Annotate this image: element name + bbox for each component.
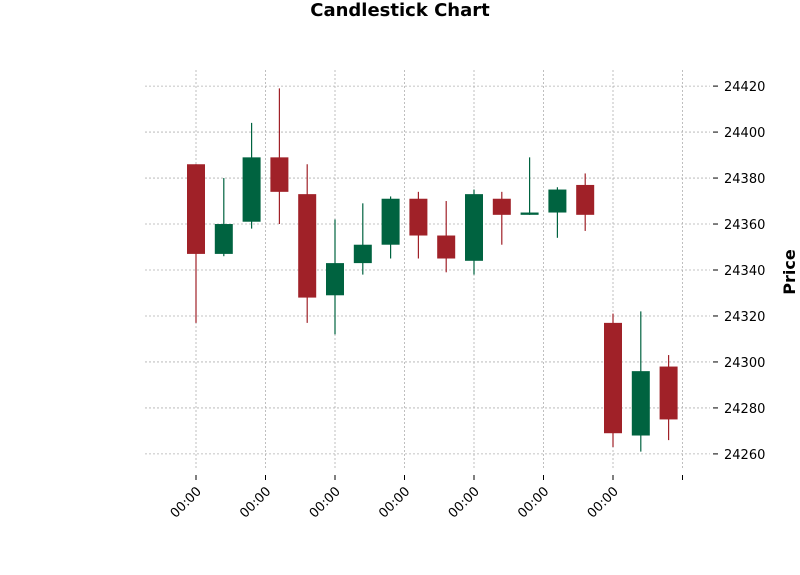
- candle-body-down: [492, 198, 511, 215]
- y-tick-label: 24300: [724, 356, 765, 371]
- candle-body-down: [604, 322, 622, 434]
- grid: [145, 70, 710, 470]
- y-tick-label: 24260: [724, 448, 765, 463]
- x-tick-label: 00:00: [168, 484, 205, 521]
- x-tick-label: 00:00: [237, 484, 274, 521]
- candle-body-up: [631, 371, 650, 436]
- candle-body-up: [548, 189, 567, 213]
- y-tick-label: 24400: [724, 126, 765, 141]
- x-tick-label: 00:00: [307, 484, 344, 521]
- candle-body-up: [465, 194, 483, 261]
- x-tick-label: 00:00: [515, 484, 552, 521]
- x-tick-label: 00:00: [446, 484, 483, 521]
- candle-body-down: [270, 157, 289, 192]
- candle-body-down: [187, 164, 205, 254]
- x-axis: 00:00 00:00 00:00 00:00 00:00 00:00 00:00: [168, 475, 683, 521]
- candle-body-down: [298, 194, 317, 298]
- candle-body-up: [242, 157, 261, 222]
- candle-body-down: [437, 235, 456, 259]
- y-axis-label: Price: [780, 249, 799, 295]
- y-tick-label: 24320: [724, 310, 765, 325]
- candle-body-up: [214, 224, 233, 254]
- y-tick-label: 24340: [724, 264, 765, 279]
- x-tick-label: 00:00: [585, 484, 622, 521]
- y-tick-label: 24420: [724, 80, 765, 95]
- candle-body-down: [576, 184, 595, 215]
- candles: [187, 88, 678, 452]
- y-tick-label: 24360: [724, 218, 765, 233]
- y-tick-label: 24380: [724, 172, 765, 187]
- y-axis: 24260 24280 24300 24320 24340 24360 24380 24400…: [713, 80, 765, 463]
- y-tick-label: 24280: [724, 402, 765, 417]
- candle-body-up: [326, 263, 344, 296]
- chart-title: Candlestick Chart: [310, 0, 490, 21]
- x-tick-label: 00:00: [376, 484, 413, 521]
- candle-body-up: [353, 244, 372, 264]
- candle-body-down: [409, 198, 428, 236]
- candle-body-down: [659, 366, 678, 420]
- candle-body-up: [381, 198, 400, 245]
- candle-body-up: [520, 212, 539, 215]
